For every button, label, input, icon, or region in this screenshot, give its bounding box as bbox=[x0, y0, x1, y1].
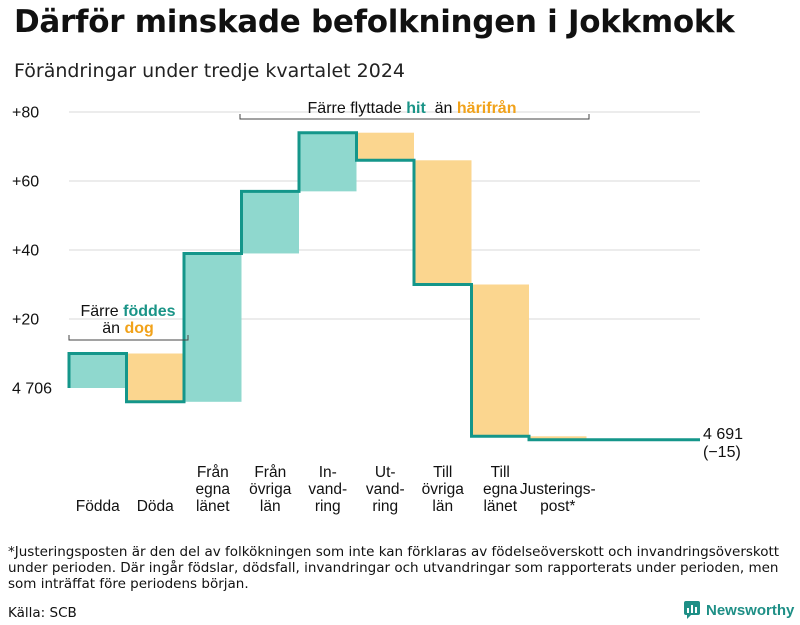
x-tick-label: Från bbox=[197, 464, 229, 481]
footnote: *Justeringsposten är den del av folkökni… bbox=[8, 544, 780, 592]
waterfall-bar bbox=[529, 436, 587, 440]
cumulative-step-line bbox=[67, 131, 700, 442]
gridlines bbox=[69, 111, 700, 320]
x-tick-label: egna bbox=[196, 481, 231, 498]
x-tick-label: Till bbox=[433, 464, 452, 481]
x-tick-label: Födda bbox=[76, 498, 120, 515]
y-tick-label: +20 bbox=[12, 312, 39, 329]
chart-subtitle: Förändringar under tredje kvartalet 2024 bbox=[14, 60, 406, 82]
deaths-annot-highlight: dog bbox=[124, 320, 153, 337]
waterfall-bar bbox=[184, 253, 242, 402]
x-tick-label: vand- bbox=[308, 481, 347, 498]
y-tick-label: +60 bbox=[12, 174, 39, 191]
svg-text:Färre flyttade hit än härifrå: Färre flyttade hit än härifrån bbox=[308, 99, 517, 117]
waterfall-chart: 4 706+20+40+60+80 Födda DödaFrånegnalänet… bbox=[12, 99, 743, 515]
deaths-annot-prefix: än bbox=[102, 320, 124, 337]
x-tick-label: länet bbox=[196, 498, 230, 515]
x-axis: Födda DödaFrånegnalänetFrånövrigalänIn-va… bbox=[76, 464, 596, 515]
brand-name: Newsworthy bbox=[706, 601, 795, 619]
births-annot-prefix: Färre bbox=[80, 303, 123, 320]
x-tick-label: Döda bbox=[137, 498, 174, 515]
x-tick-label: Från bbox=[254, 464, 286, 481]
x-tick-label: vand- bbox=[366, 481, 405, 498]
x-tick-label: post* bbox=[540, 498, 575, 515]
migration-annot-prefix: Färre flyttade bbox=[308, 100, 407, 117]
waterfall-bar bbox=[299, 132, 357, 192]
births-annotation: Färre föddes än dog bbox=[68, 303, 189, 341]
y-axis: 4 706 +20 +40 +60 +80 bbox=[12, 105, 52, 398]
x-tick-label: övriga bbox=[249, 481, 292, 498]
endpoint-label: 4 691 (−15) bbox=[703, 426, 743, 461]
x-tick-label: Justerings- bbox=[520, 481, 596, 498]
y-tick-label: +40 bbox=[12, 243, 39, 260]
births-bracket bbox=[68, 335, 189, 341]
waterfall-bar bbox=[241, 191, 299, 254]
x-tick-label: Till bbox=[491, 464, 510, 481]
waterfall-bar bbox=[126, 353, 184, 402]
migration-annotation: Färre flyttade hit än härifrån bbox=[239, 99, 590, 120]
x-tick-label: länet bbox=[483, 498, 517, 515]
svg-text:Färre föddes: Färre föddes bbox=[80, 303, 175, 320]
x-tick-label: län bbox=[260, 498, 281, 515]
end-change-label: (−15) bbox=[703, 444, 741, 461]
migration-annot-harifran: härifrån bbox=[457, 99, 517, 117]
step-line bbox=[67, 131, 700, 442]
bars bbox=[69, 132, 587, 440]
x-tick-label: övriga bbox=[422, 481, 465, 498]
migration-annot-hit: hit bbox=[406, 100, 426, 117]
x-tick-label: län bbox=[432, 498, 453, 515]
x-tick-label: In- bbox=[319, 464, 337, 481]
migration-annot-middle: än bbox=[426, 100, 457, 117]
x-tick-label: ring bbox=[315, 498, 341, 515]
svg-text:än dog: än dog bbox=[102, 320, 154, 337]
end-value-label: 4 691 bbox=[703, 426, 743, 443]
x-tick-label: ring bbox=[372, 498, 398, 515]
births-annot-highlight: föddes bbox=[123, 303, 176, 320]
waterfall-bar bbox=[69, 353, 127, 388]
waterfall-bar bbox=[356, 132, 414, 161]
y-tick-label: +80 bbox=[12, 105, 39, 122]
waterfall-bar bbox=[471, 284, 529, 437]
brand-logo: Newsworthy bbox=[684, 601, 794, 619]
migration-bracket bbox=[239, 114, 590, 120]
waterfall-bar bbox=[414, 160, 472, 285]
x-tick-label: Ut- bbox=[375, 464, 396, 481]
source: Källa: SCB bbox=[8, 605, 77, 621]
x-tick-label: egna bbox=[483, 481, 518, 498]
newsworthy-logo-icon bbox=[684, 601, 700, 619]
y-tick-label: 4 706 bbox=[12, 381, 52, 398]
chart-title: Därför minskade befolkningen i Jokkmokk bbox=[14, 4, 735, 40]
